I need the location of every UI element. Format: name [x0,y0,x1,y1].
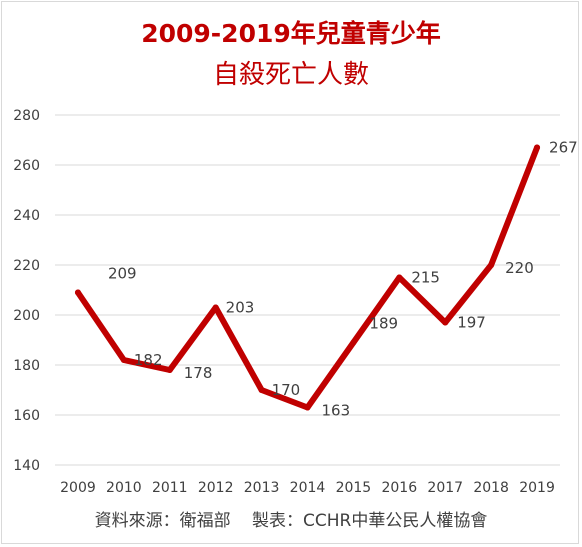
data-label: 220 [505,259,534,277]
y-tick-label: 240 [13,208,40,224]
maker-text: 製表：CCHR中華公民人權協會 [252,511,488,531]
x-tick-label: 2010 [106,480,142,496]
y-tick-label: 280 [13,108,40,124]
y-axis-ticks: 140 160 180 200 220 240 260 280 [13,108,40,474]
data-point [304,404,311,411]
data-point [212,304,219,311]
data-label: 197 [457,314,486,332]
data-label: 182 [134,351,163,369]
y-tick-label: 220 [13,258,40,274]
data-point [396,274,403,281]
gridlines [55,114,560,466]
data-point [350,339,357,346]
x-tick-label: 2019 [519,480,555,496]
data-label: 215 [411,269,440,287]
data-point [120,357,127,363]
x-tick-label: 2015 [336,480,372,496]
data-label: 267 [549,139,578,157]
y-tick-label: 260 [13,158,40,174]
data-label: 203 [226,299,255,317]
data-point [258,387,265,393]
data-label: 189 [369,315,398,333]
data-point [166,367,173,373]
x-tick-label: 2013 [244,480,280,496]
data-point [74,289,81,296]
y-tick-label: 140 [13,458,40,474]
data-label: 170 [272,381,301,399]
source-text: 資料來源：衛福部 [94,511,231,531]
data-label: 209 [108,265,137,283]
data-labels: 209 182 178 203 170 163 189 215 197 220 267 [108,139,578,420]
data-point [442,319,449,326]
x-axis-ticks: 2009 2010 2011 2012 2013 2014 2015 2016 2017 2018… [60,480,555,496]
x-tick-label: 2009 [60,480,96,496]
y-tick-label: 160 [13,408,40,424]
x-tick-label: 2014 [290,480,326,496]
x-tick-label: 2012 [198,480,234,496]
data-point [534,144,541,151]
chart-title-line1: 2009-2019年兒童青少年 [141,19,441,48]
x-tick-label: 2017 [427,480,463,496]
data-point [488,262,495,268]
x-tick-label: 2011 [152,480,188,496]
data-points [74,144,541,411]
data-label: 163 [322,402,351,420]
y-tick-label: 180 [13,358,40,374]
y-tick-label: 200 [13,308,40,324]
source-note: 資料來源：衛福部 製表：CCHR中華公民人權協會 [0,506,582,531]
x-tick-label: 2018 [473,480,509,496]
chart-title-line2: 自殺死亡人數 [212,60,369,90]
data-label: 178 [184,364,213,382]
x-tick-label: 2016 [381,480,417,496]
